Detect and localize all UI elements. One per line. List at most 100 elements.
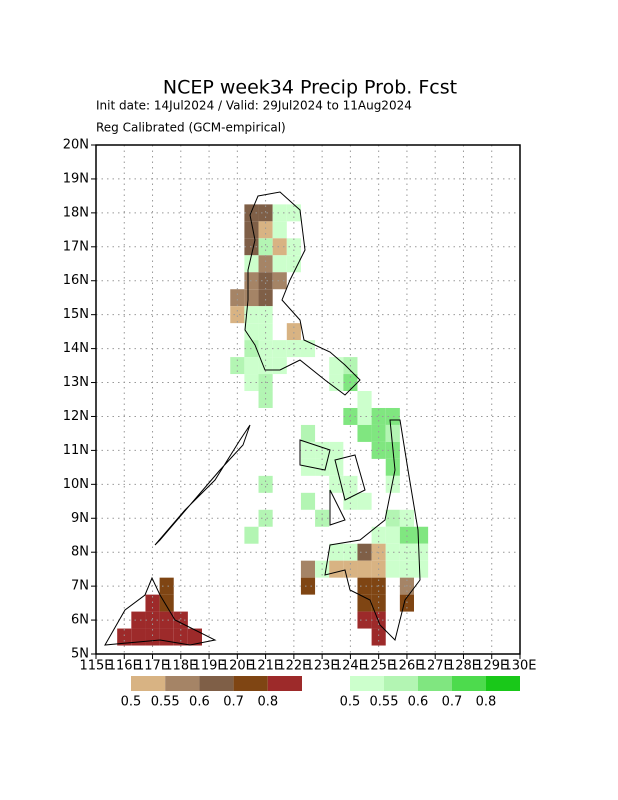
- prob-cell: [357, 560, 372, 578]
- prob-cell: [272, 272, 287, 290]
- prob-cell: [159, 577, 174, 595]
- prob-cell: [329, 560, 344, 578]
- lon-tick-label: 129E: [475, 659, 508, 674]
- lat-tick-label: 14N: [63, 341, 89, 356]
- prob-cell: [272, 221, 287, 239]
- prob-cell: [300, 492, 316, 510]
- prob-cell: [300, 340, 316, 358]
- legend-swatch: [384, 676, 418, 691]
- prob-cell: [258, 204, 273, 222]
- lat-tick-label: 18N: [63, 205, 89, 220]
- prob-cell: [300, 577, 316, 595]
- legend-label: 0.8: [476, 695, 497, 710]
- lon-tick-label: 119E: [193, 659, 226, 674]
- legend-label: 0.5: [340, 695, 361, 710]
- prob-cell: [385, 424, 400, 442]
- coastline: [154, 424, 251, 546]
- lon-tick-label: 126E: [390, 659, 423, 674]
- lon-tick-label: 128E: [447, 659, 480, 674]
- prob-cell: [258, 289, 273, 307]
- prob-cell: [244, 357, 259, 375]
- prob-cell: [258, 509, 273, 527]
- prob-cell: [230, 306, 245, 324]
- prob-cell: [385, 543, 400, 561]
- lat-tick-label: 9N: [71, 511, 89, 526]
- title: NCEP week34 Precip Prob. Fcst: [163, 77, 457, 99]
- prob-cell: [244, 526, 259, 544]
- coastlines: [104, 191, 421, 646]
- prob-cell: [371, 628, 386, 646]
- prob-cell: [286, 255, 301, 273]
- prob-cell: [329, 357, 344, 375]
- prob-cell: [399, 509, 414, 527]
- prob-cell: [300, 560, 316, 578]
- lat-tick-label: 19N: [63, 171, 89, 186]
- legend-label: 0.55: [151, 695, 180, 710]
- lat-tick-label: 15N: [63, 307, 89, 322]
- lat-tick-label: 11N: [63, 443, 89, 458]
- lon-tick-label: 121E: [249, 659, 282, 674]
- prob-cell: [371, 441, 386, 459]
- lat-tick-label: 16N: [63, 273, 89, 288]
- prob-cell: [244, 255, 259, 273]
- prob-cell: [343, 492, 358, 510]
- prob-cell: [357, 577, 372, 595]
- coastline: [299, 439, 366, 526]
- prob-cell: [258, 323, 273, 341]
- lat-tick-label: 12N: [63, 409, 89, 424]
- prob-cell: [159, 628, 174, 646]
- lat-tick-label: 20N: [63, 138, 89, 153]
- prob-cell: [272, 340, 287, 358]
- legend-label: 0.55: [370, 695, 399, 710]
- legend-swatch: [486, 676, 520, 691]
- coastline: [104, 576, 217, 646]
- prob-cell: [117, 628, 132, 646]
- lon-tick-label: 124E: [334, 659, 367, 674]
- prob-cell: [385, 458, 400, 476]
- lon-tick-label: 117E: [136, 659, 169, 674]
- legend-label: 0.7: [223, 695, 244, 710]
- prob-cell: [173, 628, 188, 646]
- coastline: [244, 191, 361, 396]
- prob-cell: [414, 526, 429, 544]
- prob-cell: [272, 238, 287, 256]
- lat-tick-label: 10N: [63, 477, 89, 492]
- prob-cell: [385, 526, 400, 544]
- prob-cell: [258, 255, 273, 273]
- prob-cell: [244, 323, 259, 341]
- prob-cell: [357, 407, 372, 425]
- prob-cell: [244, 221, 259, 239]
- prob-cell: [300, 441, 316, 459]
- map-frame: [95, 144, 521, 655]
- prob-cell: [357, 391, 372, 408]
- prob-cell: [272, 204, 287, 222]
- init-line: Init date: 14Jul2024 / Valid: 29Jul2024 …: [96, 99, 412, 113]
- prob-cell: [159, 594, 174, 612]
- prob-cell: [329, 441, 344, 459]
- legend-label: 0.5: [121, 695, 142, 710]
- prob-cell: [371, 611, 386, 629]
- prob-cell: [329, 543, 344, 561]
- lat-tick-label: 8N: [71, 545, 89, 560]
- prob-cell: [357, 424, 372, 442]
- prob-cell: [371, 526, 386, 544]
- legend-swatch: [165, 676, 200, 691]
- legend-swatch: [131, 676, 166, 691]
- prob-cell: [371, 424, 386, 442]
- prob-cell: [258, 238, 273, 256]
- legend-label: 0.6: [408, 695, 429, 710]
- lon-tick-label: 116E: [108, 659, 141, 674]
- prob-cell: [272, 255, 287, 273]
- prob-cell: [414, 560, 429, 578]
- cells: [117, 204, 429, 646]
- prob-cell: [357, 611, 372, 629]
- lon-tick-label: 127E: [419, 659, 452, 674]
- prob-cell: [286, 323, 301, 341]
- coastline: [324, 419, 421, 641]
- legend-swatch: [452, 676, 486, 691]
- legend-label: 0.7: [442, 695, 463, 710]
- prob-cell: [371, 407, 386, 425]
- prob-cell: [187, 628, 202, 646]
- prob-cell: [272, 357, 287, 375]
